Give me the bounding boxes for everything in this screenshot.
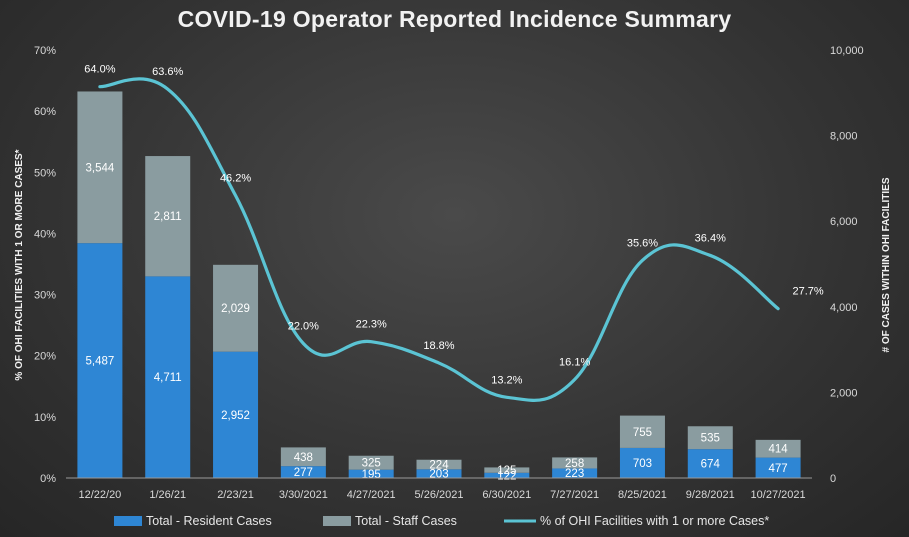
data-label-pct: 64.0% [84,64,115,76]
data-label-pct: 35.6% [627,237,658,249]
x-tick-label: 1/26/21 [149,489,186,501]
legend-pct-label: % of OHI Facilities with 1 or more Cases… [540,514,769,528]
data-label-staff: 125 [497,465,516,477]
data-label-staff: 224 [429,460,449,472]
line-group: 64.0% 63.6% 46.2% 22.0% 22.3% 18.8% 13.2% 16.1%… [84,64,824,402]
x-tick-label: 6/30/2021 [482,489,531,501]
bar-resident-cases [619,447,665,478]
bar-resident-cases [77,243,123,478]
data-label-resident: 477 [768,463,787,475]
bar-resident-cases [145,276,191,478]
y-left-tick-label: 20% [34,351,56,363]
data-label-staff: 755 [633,427,652,439]
y-left-tick-label: 60% [34,106,56,118]
bar-resident-cases [687,449,733,478]
y-left-tick-label: 0% [40,473,56,485]
data-label-pct: 36.4% [695,232,726,244]
data-label-staff: 325 [362,458,381,470]
y-right-tick-label: 10,000 [830,45,864,57]
y-left-axis-title: % OF OHI FACILITIES WITH 1 OR MORE CASES… [14,149,25,380]
bar-staff-cases [552,457,598,469]
chart-title: COVID-19 Operator Reported Incidence Sum… [177,6,732,32]
data-label-staff: 414 [768,444,788,456]
data-label-staff: 438 [294,452,313,464]
bar-staff-cases [77,91,123,244]
axes-group: 0% 10% 20% 30% 40% 50% 60% 70% 0 2,000 4,000 6,000 8… [34,45,864,501]
x-tick-label: 3/30/2021 [279,489,328,501]
bar-staff-cases [416,459,462,470]
y-left-tick-label: 10% [34,412,56,424]
legend-staff-swatch [323,516,351,526]
x-tick-label: 12/22/20 [78,489,121,501]
bars-group: 5,4873,5444,7112,8112,9522,0292774381953… [77,91,801,482]
data-label-pct: 27.7% [792,286,823,298]
y-right-tick-label: 6,000 [830,216,858,228]
bar-resident-cases [484,472,530,478]
legend-staff-label: Total - Staff Cases [355,514,457,528]
y-right-tick-label: 0 [830,473,836,485]
data-label-staff: 258 [565,458,584,470]
data-label-resident: 703 [633,458,652,470]
data-label-resident: 122 [497,470,516,482]
bar-staff-cases [280,447,326,467]
y-right-tick-label: 2,000 [830,387,858,399]
data-label-pct: 46.2% [220,173,251,185]
bar-staff-cases [687,426,733,450]
y-right-axis-title: # OF CASES WITHIN OHI FACILITIES [881,177,892,352]
y-left-tick-label: 30% [34,290,56,302]
bar-staff-cases [213,264,259,352]
bar-resident-cases [348,469,394,478]
data-label-staff: 2,029 [221,303,250,315]
x-tick-label: 10/27/2021 [751,489,806,501]
data-label-staff: 2,811 [154,211,182,223]
y-left-tick-label: 50% [34,167,56,179]
bar-staff-cases [348,455,394,470]
bar-resident-cases [552,468,598,478]
data-label-resident: 195 [362,469,381,481]
data-label-pct: 18.8% [423,340,454,352]
bar-resident-cases [416,469,462,478]
y-right-tick-label: 4,000 [830,302,858,314]
x-tick-label: 4/27/2021 [347,489,396,501]
data-label-resident: 5,487 [86,356,115,368]
data-label-pct: 13.2% [491,374,522,386]
series-line-pct-facilities [98,77,780,402]
legend: Total - Resident Cases Total - Staff Case… [114,514,769,528]
y-left-tick-label: 40% [34,228,56,240]
data-label-resident: 223 [565,468,584,480]
data-label-resident: 2,952 [221,410,250,422]
data-label-pct: 16.1% [559,357,590,369]
data-label-resident: 277 [294,467,313,479]
legend-resident-swatch [114,516,142,526]
x-tick-label: 7/27/2021 [550,489,599,501]
data-label-pct: 22.0% [288,320,319,332]
y-right-tick-label: 8,000 [830,131,858,143]
data-label-pct: 22.3% [356,319,387,331]
bar-resident-cases [755,457,801,478]
bar-staff-cases [484,467,530,473]
bar-resident-cases [280,466,326,478]
x-tick-label: 9/28/2021 [686,489,735,501]
x-tick-label: 8/25/2021 [618,489,667,501]
bar-staff-cases [619,415,665,448]
data-label-resident: 4,711 [154,372,182,384]
bar-resident-cases [213,351,259,478]
data-label-staff: 535 [701,433,720,445]
x-tick-label: 2/23/21 [217,489,254,501]
data-label-pct: 63.6% [152,66,183,78]
data-label-staff: 3,544 [86,162,115,174]
legend-resident-label: Total - Resident Cases [146,514,272,528]
bar-staff-cases [755,439,801,458]
bar-staff-cases [145,156,191,277]
x-tick-label: 5/26/2021 [415,489,464,501]
data-label-resident: 674 [701,459,721,471]
y-left-tick-label: 70% [34,45,56,57]
